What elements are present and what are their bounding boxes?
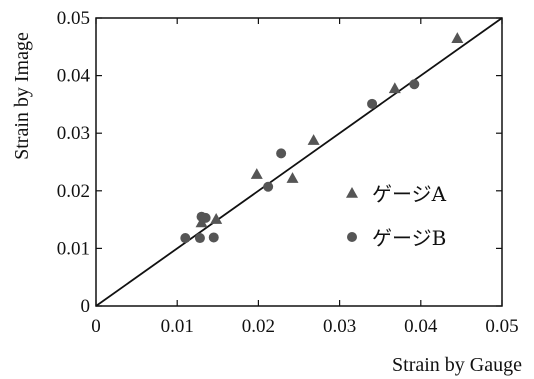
point-gauge-a <box>451 32 464 43</box>
legend-label-a: ゲージA <box>372 182 447 206</box>
point-gauge-b <box>263 181 274 192</box>
y-tick-label: 0 <box>81 296 91 317</box>
y-tick-label: 0.04 <box>57 66 91 87</box>
y-axis: 0 0.01 0.02 0.03 0.04 0.05 <box>57 8 502 317</box>
y-tick-label: 0.01 <box>57 238 90 259</box>
y-tick-label: 0.03 <box>57 123 90 144</box>
x-axis: 0 0.01 0.02 0.03 0.04 0.05 <box>91 18 519 337</box>
x-axis-title: Strain by Gauge <box>392 354 522 376</box>
y-tick-label: 0.02 <box>57 181 90 202</box>
legend-label-b: ゲージB <box>372 226 446 250</box>
x-tick-label: 0 <box>91 316 101 337</box>
identity-line <box>95 17 503 307</box>
x-tick-label: 0.01 <box>161 316 194 337</box>
point-gauge-b <box>180 233 191 244</box>
x-tick-label: 0.03 <box>323 316 356 337</box>
point-gauge-b <box>276 148 287 159</box>
x-tick-label: 0.02 <box>242 316 275 337</box>
point-gauge-a <box>388 82 401 94</box>
y-axis-title: Strain by Image <box>11 32 33 160</box>
point-gauge-a <box>250 168 263 179</box>
point-gauge-a <box>210 213 223 224</box>
x-tick-label: 0.05 <box>485 316 518 337</box>
point-gauge-b <box>200 212 211 223</box>
point-gauge-b <box>367 98 378 109</box>
legend: ゲージA ゲージB <box>346 182 447 250</box>
point-gauge-b <box>208 232 219 243</box>
legend-marker-b <box>347 232 357 242</box>
legend-marker-a <box>346 187 358 198</box>
point-gauge-b <box>194 233 205 244</box>
x-tick-label: 0.04 <box>404 316 438 337</box>
point-gauge-a <box>286 172 299 183</box>
data-points <box>180 32 464 244</box>
point-gauge-a <box>307 134 320 145</box>
y-tick-label: 0.05 <box>57 8 90 29</box>
point-gauge-a <box>195 216 208 228</box>
point-gauge-b <box>409 79 420 90</box>
